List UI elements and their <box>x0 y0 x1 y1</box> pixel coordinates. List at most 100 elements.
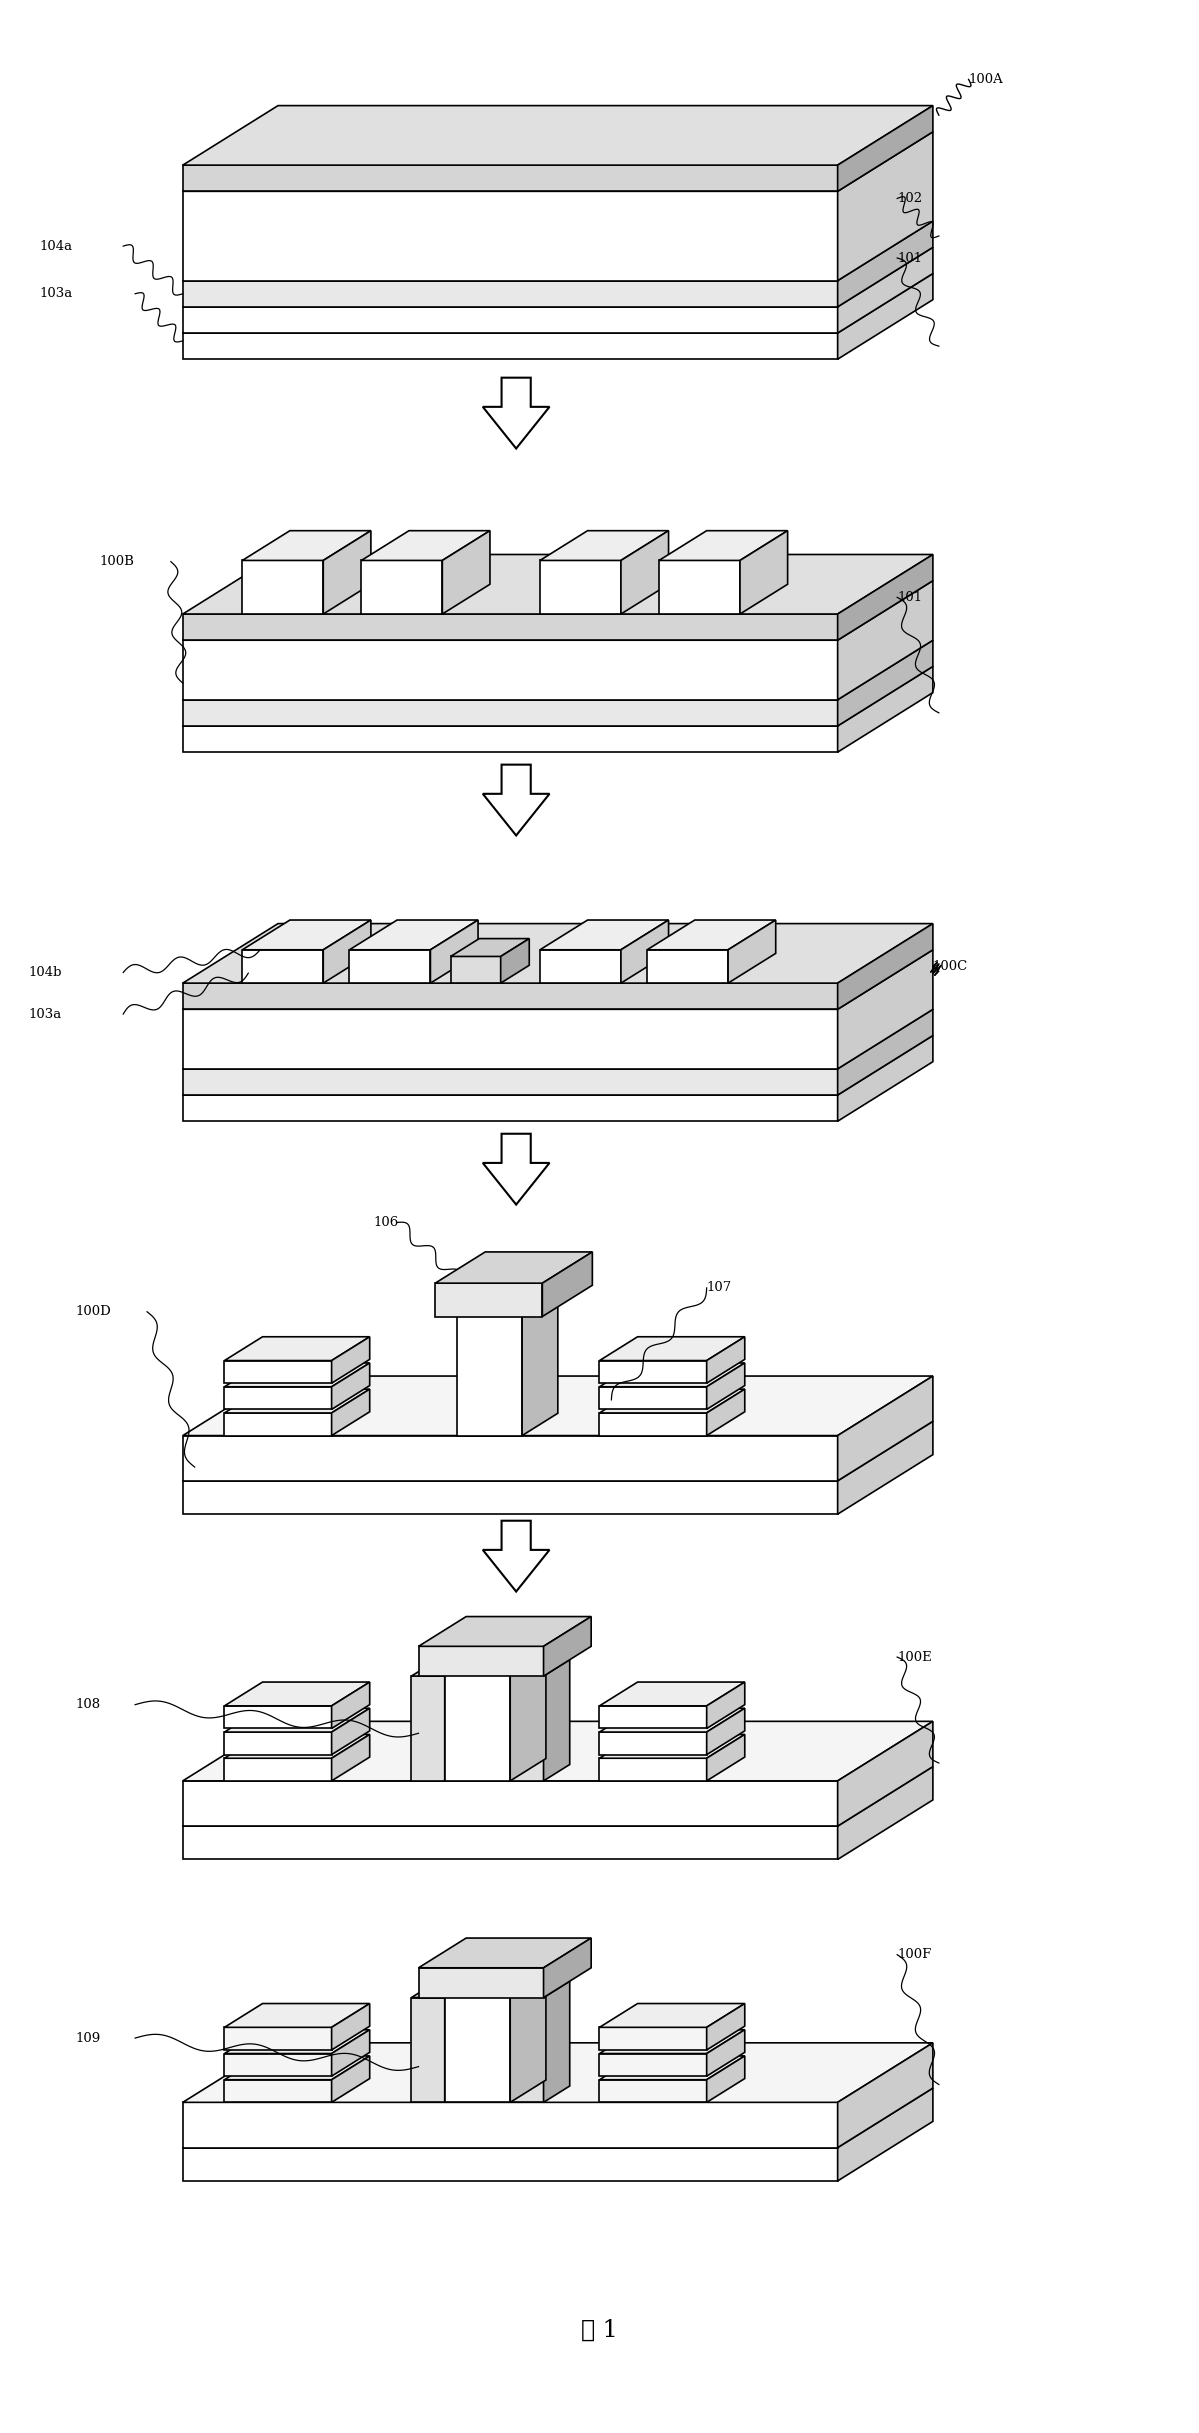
Polygon shape <box>242 560 324 613</box>
Polygon shape <box>659 530 788 560</box>
Polygon shape <box>224 2027 332 2051</box>
Polygon shape <box>600 2080 706 2102</box>
Polygon shape <box>540 949 621 983</box>
Polygon shape <box>224 1387 332 1409</box>
Polygon shape <box>324 530 370 613</box>
Polygon shape <box>483 1521 549 1591</box>
Polygon shape <box>242 949 324 983</box>
Polygon shape <box>483 377 549 448</box>
Polygon shape <box>224 1414 332 1435</box>
Polygon shape <box>457 1270 558 1292</box>
Polygon shape <box>182 1827 838 1859</box>
Polygon shape <box>838 581 933 701</box>
Polygon shape <box>332 2029 369 2075</box>
Polygon shape <box>838 640 933 725</box>
Text: 107: 107 <box>706 1282 731 1294</box>
Polygon shape <box>224 1732 332 1754</box>
Polygon shape <box>411 1676 445 1781</box>
Text: 100D: 100D <box>76 1304 112 1319</box>
Polygon shape <box>361 560 442 613</box>
Polygon shape <box>838 131 933 280</box>
Polygon shape <box>838 949 933 1068</box>
Polygon shape <box>182 131 933 192</box>
Polygon shape <box>418 1647 543 1676</box>
Text: 100F: 100F <box>897 1949 932 1961</box>
Text: 104a: 104a <box>40 238 73 253</box>
Text: 101: 101 <box>897 251 922 265</box>
Polygon shape <box>224 1706 332 1727</box>
Polygon shape <box>540 920 669 949</box>
Polygon shape <box>501 939 529 983</box>
Polygon shape <box>511 1997 543 2102</box>
Polygon shape <box>838 1010 933 1095</box>
Polygon shape <box>182 2148 838 2180</box>
Polygon shape <box>182 555 933 613</box>
Polygon shape <box>182 1482 838 1513</box>
Polygon shape <box>600 1336 745 1360</box>
Polygon shape <box>182 280 838 307</box>
Polygon shape <box>332 2056 369 2102</box>
Polygon shape <box>838 1036 933 1122</box>
Polygon shape <box>600 1681 745 1706</box>
Polygon shape <box>182 2088 933 2148</box>
Polygon shape <box>838 667 933 752</box>
Polygon shape <box>445 1983 511 2102</box>
Text: 104b: 104b <box>28 966 61 978</box>
Polygon shape <box>332 1735 369 1781</box>
Polygon shape <box>621 530 669 613</box>
Polygon shape <box>600 1362 745 1387</box>
Polygon shape <box>182 333 838 360</box>
Polygon shape <box>483 1134 549 1204</box>
Polygon shape <box>332 1389 369 1435</box>
Polygon shape <box>224 2002 369 2027</box>
Polygon shape <box>242 530 370 560</box>
Polygon shape <box>600 1759 706 1781</box>
Polygon shape <box>540 530 669 560</box>
Polygon shape <box>706 1708 745 1754</box>
Polygon shape <box>543 1659 570 1781</box>
Polygon shape <box>324 920 370 983</box>
Polygon shape <box>361 530 490 560</box>
Text: 108: 108 <box>76 1698 101 1710</box>
Polygon shape <box>483 764 549 835</box>
Polygon shape <box>182 1010 838 1068</box>
Polygon shape <box>182 248 933 307</box>
Polygon shape <box>542 1253 592 1316</box>
Polygon shape <box>511 1659 570 1676</box>
Polygon shape <box>838 1766 933 1859</box>
Polygon shape <box>182 272 933 333</box>
Polygon shape <box>600 2002 745 2027</box>
Polygon shape <box>182 983 838 1010</box>
Polygon shape <box>457 1292 522 1435</box>
Polygon shape <box>445 1640 546 1662</box>
Polygon shape <box>445 1659 471 1781</box>
Polygon shape <box>182 1036 933 1095</box>
Polygon shape <box>706 1389 745 1435</box>
Polygon shape <box>418 1968 543 1997</box>
Polygon shape <box>706 1336 745 1384</box>
Polygon shape <box>600 2053 706 2075</box>
Polygon shape <box>418 1616 591 1647</box>
Polygon shape <box>838 1377 933 1482</box>
Polygon shape <box>511 1980 570 1997</box>
Polygon shape <box>224 2080 332 2102</box>
Polygon shape <box>182 1421 933 1482</box>
Polygon shape <box>332 1362 369 1409</box>
Polygon shape <box>182 613 838 640</box>
Polygon shape <box>838 2088 933 2180</box>
Polygon shape <box>445 1961 546 1983</box>
Polygon shape <box>182 2044 933 2102</box>
Polygon shape <box>224 1759 332 1781</box>
Polygon shape <box>706 1362 745 1409</box>
Polygon shape <box>182 581 933 640</box>
Polygon shape <box>224 2056 369 2080</box>
Polygon shape <box>442 530 490 613</box>
Polygon shape <box>621 920 669 983</box>
Polygon shape <box>182 701 838 725</box>
Polygon shape <box>182 221 933 280</box>
Polygon shape <box>600 1708 745 1732</box>
Polygon shape <box>511 1961 546 2102</box>
Polygon shape <box>224 1360 332 1384</box>
Text: 103a: 103a <box>28 1007 61 1019</box>
Polygon shape <box>430 920 478 983</box>
